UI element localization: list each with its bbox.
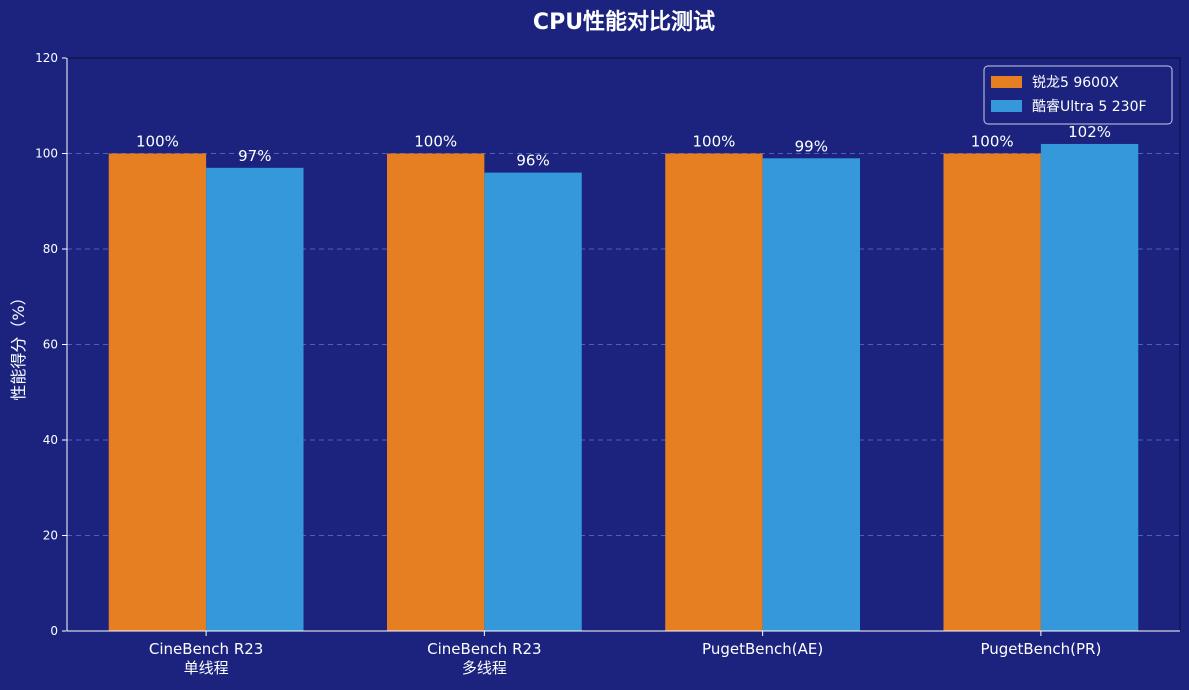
x-tick-label: 多线程: [462, 659, 507, 677]
legend-label: 锐龙5 9600X: [1032, 75, 1119, 91]
bar-value-label: 100%: [971, 133, 1014, 151]
y-axis-label: 性能得分（%）: [9, 289, 28, 400]
legend-swatch: [991, 100, 1022, 112]
bar-ryzen: [108, 153, 207, 631]
x-tick-label: PugetBench(AE): [702, 640, 823, 658]
y-tick-label: 40: [43, 433, 58, 447]
bar-ryzen: [665, 153, 763, 631]
chart-title: CPU性能对比测试: [533, 9, 715, 35]
y-tick-label: 0: [50, 624, 58, 638]
x-tick-label: PugetBench(PR): [980, 640, 1101, 658]
bar-ryzen: [386, 153, 485, 631]
y-tick-label: 100: [35, 147, 58, 161]
bar-value-label: 100%: [692, 133, 735, 151]
y-tick-label: 120: [35, 51, 58, 65]
legend: 锐龙5 9600X 酷睿Ultra 5 230F: [983, 65, 1173, 125]
bar-value-label: 100%: [414, 133, 457, 151]
x-tick-label: CineBench R23: [149, 640, 263, 658]
bar-core-ultra: [1040, 143, 1139, 631]
bar-value-label: 96%: [516, 152, 549, 170]
legend-swatch: [991, 76, 1022, 88]
bar-core-ultra: [484, 172, 582, 631]
y-tick-label: 20: [43, 529, 58, 543]
bars-layer: 100% 97% 100% 96% 100% 99% 100% 102%: [108, 123, 1139, 631]
bar-ryzen: [943, 153, 1041, 631]
bar-value-label: 99%: [795, 137, 828, 155]
bar-core-ultra: [206, 167, 304, 631]
x-tick-label: CineBench R23: [427, 640, 541, 658]
y-tick-label: 60: [43, 338, 58, 352]
y-tick-label: 80: [43, 242, 58, 256]
bar-value-label: 102%: [1068, 123, 1111, 141]
legend-label: 酷睿Ultra 5 230F: [1032, 99, 1147, 115]
bar-value-label: 100%: [136, 133, 179, 151]
bar-value-label: 97%: [238, 147, 271, 165]
bar-core-ultra: [762, 158, 861, 631]
legend-box: [983, 65, 1173, 125]
x-tick-label: 单线程: [184, 659, 229, 677]
